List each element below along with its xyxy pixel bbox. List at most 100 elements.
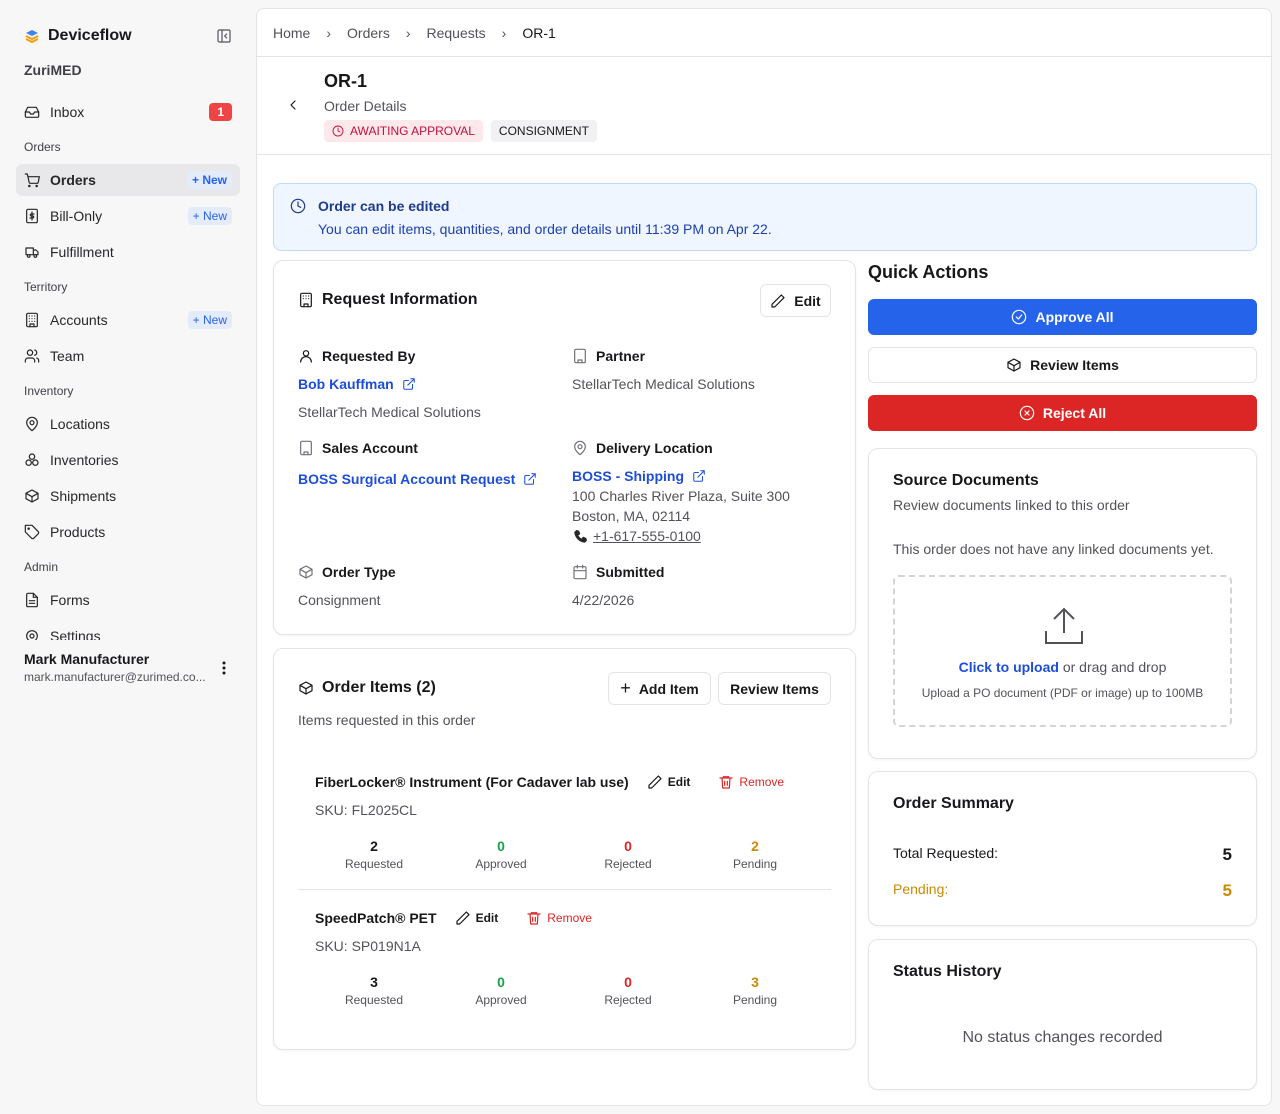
separator: › [326,24,332,41]
nav-item[interactable]: Shipments [16,480,240,512]
icon-part [26,416,38,432]
edit-button[interactable]: Edit [760,284,831,317]
nav-inbox[interactable]: Inbox 1 [16,96,240,128]
icon-part [290,100,296,110]
main-panel: Home › Orders › Requests › OR-1 OR-1 Order … [256,8,1272,1106]
edit-label: Edit [667,775,691,789]
item-remove[interactable]: Remove [718,774,784,790]
element [26,416,38,432]
approve-all-button[interactable]: Approve All [868,299,1257,335]
new-label: New [202,313,227,327]
stat-label: Pending [732,993,778,1007]
icon-part [28,592,38,604]
icon-part [35,184,38,188]
element [25,453,39,466]
nav-item[interactable]: Fulfillment [16,236,240,268]
element [25,489,39,503]
item-remove[interactable]: Remove [526,910,592,926]
field-label: Partner [572,348,645,364]
field-value: 4/22/2026 [572,592,635,608]
stat-label: Approved [475,857,527,871]
element [693,470,705,482]
nav-item[interactable]: Bill-Only + New [16,200,240,232]
nav-label: Shipments [50,488,117,504]
title-text: Request Information [322,291,478,308]
review-items-button[interactable]: Review Items [718,672,831,705]
icon-part [26,312,38,328]
back-button[interactable] [285,97,301,113]
nav-item[interactable]: Orders + New [16,164,240,196]
icon-part [222,666,226,670]
card-subtitle: Review documents linked to this order [893,497,1130,513]
label-text: Partner [596,348,646,364]
new-button[interactable]: + New [187,311,232,329]
card-subtitle: Items requested in this order [298,712,476,728]
person-link[interactable]: Bob Kauffman [298,376,416,392]
nav-item[interactable]: Forms [16,584,240,616]
stat: 0 Approved [441,974,561,1007]
add-item-button[interactable]: + Add Item [608,672,711,705]
section-title: Quick Actions [868,262,989,282]
upload-line: Click to upload or drag and drop [895,659,1230,675]
element [300,350,312,363]
icon-part [693,470,705,482]
icon-part [1024,410,1030,416]
upload-zone[interactable]: Click to upload or drag and drop Upload … [893,575,1232,727]
nav-item[interactable]: Inventories [16,444,240,476]
nav-item[interactable]: Team [16,340,240,372]
phone: +1-617-555-0100 [572,528,701,544]
field-value: Consignment [298,592,381,608]
icon-part [27,527,30,530]
new-button[interactable]: + New [186,171,232,189]
location-link[interactable]: BOSS - Shipping [572,468,706,484]
review-items-button[interactable]: Review Items [868,347,1257,383]
upload-icon [1045,607,1083,644]
user-menu[interactable] [220,660,228,676]
field-label: Sales Account [298,440,418,456]
nav-label: Bill-Only [50,208,103,224]
button-label: Add Item [638,680,699,697]
card-title: Source Documents [893,472,1039,489]
upload-link[interactable]: Click to upload [958,659,1059,675]
field-value: StellarTech Medical Solutions [298,404,481,420]
crumb[interactable]: Orders [347,24,390,41]
icon-part [1007,361,1021,372]
account-link[interactable]: BOSS Surgical Account Request [298,471,537,487]
icon-part [26,208,38,224]
badge: 1 [209,103,232,121]
crumb[interactable]: Home [273,24,311,41]
element [524,473,537,485]
nav-item[interactable]: Products [16,516,240,548]
label-text: Order Type [322,564,396,580]
link-text: BOSS - Shipping [572,468,684,484]
collapse-toggle[interactable] [216,28,232,44]
reject-all-button[interactable]: Reject All [868,395,1257,431]
new-button[interactable]: + New [187,207,232,225]
field-label: Delivery Location [572,440,713,456]
item-edit[interactable]: Edit [647,774,691,790]
crumb[interactable]: Requests [426,24,486,41]
page-title: OR-1 [324,71,368,91]
element [24,173,40,188]
nav-item[interactable]: Accounts + New [16,304,240,336]
stat-label: Requested [344,993,404,1007]
brand: Deviceflow [48,27,132,44]
nav-item[interactable]: Settings [16,620,240,640]
button-label: Approve All [1035,309,1114,325]
notice-text: You can edit items, quantities, and orde… [318,221,772,237]
stat-value: 0 [497,838,505,854]
section-title: Territory [24,280,68,294]
nav-label: Products [50,524,106,540]
card-title: Request Information [298,291,478,309]
crumb-current: OR-1 [522,24,556,41]
icon-part [402,378,415,390]
icon-part [527,912,541,925]
nav-item[interactable]: Locations [16,408,240,440]
element [24,524,40,540]
icon-part [300,292,312,308]
phone-link[interactable]: +1-617-555-0100 [593,528,701,544]
item-edit[interactable]: Edit [455,910,498,926]
icon-part [577,359,583,364]
icon-part [1012,309,1027,325]
element [290,198,306,214]
